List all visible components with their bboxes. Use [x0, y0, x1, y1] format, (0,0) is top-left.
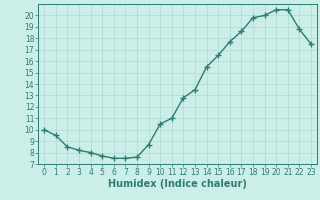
X-axis label: Humidex (Indice chaleur): Humidex (Indice chaleur) — [108, 179, 247, 189]
